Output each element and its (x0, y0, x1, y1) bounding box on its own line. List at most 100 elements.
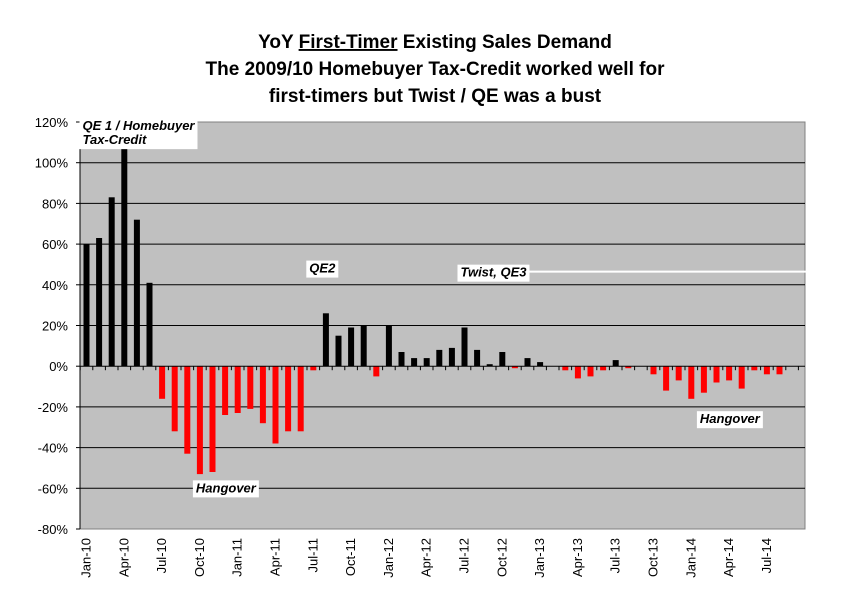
annotation-text: QE2 (309, 261, 336, 276)
bar (776, 366, 783, 375)
x-tick-label: Oct-12 (494, 538, 509, 577)
bar (83, 244, 90, 367)
bar (562, 366, 569, 371)
y-tick-label: 60% (42, 237, 68, 252)
bar (600, 366, 607, 371)
x-tick-label: Apr-12 (419, 538, 434, 577)
x-tick-label: Apr-14 (721, 538, 736, 577)
bar (688, 366, 695, 399)
bar (675, 366, 682, 381)
chart-title-line-3: first-timers but Twist / QE was a bust (269, 86, 602, 107)
bar (96, 238, 103, 367)
annotation-box (696, 411, 763, 429)
y-tick-label: 80% (42, 196, 68, 211)
bar (474, 349, 481, 367)
bar (285, 366, 292, 432)
y-tick-label: 0% (49, 359, 68, 374)
annotation-box (79, 118, 198, 150)
annotation-text: Hangover (700, 411, 761, 426)
bar (310, 366, 317, 371)
bar (663, 366, 670, 391)
bar (486, 364, 493, 367)
x-tick-label: Jul-14 (759, 538, 774, 573)
bar (247, 366, 254, 409)
bar (259, 366, 266, 424)
bar (574, 366, 581, 379)
y-tick-label: -20% (38, 400, 69, 415)
bar (461, 327, 468, 367)
bar (159, 366, 166, 399)
bar (700, 366, 707, 393)
y-tick-label: 40% (42, 278, 68, 293)
bar (411, 358, 418, 367)
x-tick-label: Jul-13 (608, 538, 623, 573)
bar (272, 366, 279, 444)
annotation-text: Twist, QE3 (461, 265, 528, 280)
bar (448, 347, 455, 367)
title-emphasis: First-Timer (299, 32, 399, 53)
x-tick-label: Jul-11 (305, 538, 320, 572)
bar (436, 349, 443, 367)
bar (499, 352, 506, 367)
bar (726, 366, 733, 381)
bar (537, 362, 544, 367)
bar (587, 366, 594, 377)
x-tick-label: Apr-13 (570, 538, 585, 577)
bar (398, 352, 405, 367)
bar (524, 358, 531, 367)
bar (373, 366, 380, 377)
x-tick-label: Oct-10 (192, 538, 207, 577)
x-tick-label: Jan-11 (230, 538, 245, 577)
title-suffix: Existing Sales Demand (398, 32, 612, 53)
bar (335, 335, 342, 367)
annotation-text: QE 1 / Homebuyer (83, 118, 196, 133)
bar (297, 366, 304, 432)
bar (184, 366, 191, 454)
bar (348, 327, 355, 367)
y-tick-label: 20% (42, 319, 68, 334)
annotation: Hangover (696, 411, 763, 429)
bar (146, 282, 153, 367)
x-tick-label: Oct-11 (343, 538, 358, 576)
bar (385, 325, 392, 367)
annotation-text: Tax-Credit (83, 132, 147, 147)
bar (133, 219, 140, 367)
bar (234, 366, 241, 413)
x-tick-label: Apr-11 (268, 538, 283, 576)
x-tick-label: Jul-12 (457, 538, 472, 573)
x-tick-label: Jan-14 (683, 538, 698, 578)
bar (171, 366, 178, 432)
x-tick-label: Jan-13 (532, 538, 547, 578)
y-tick-label: -60% (38, 481, 69, 496)
chart-title-line-1: YoY First-Timer Existing Sales Demand (258, 32, 612, 53)
annotation-box (192, 480, 259, 498)
bar (763, 366, 770, 375)
annotation-box (306, 260, 339, 278)
bar (751, 366, 758, 371)
bar (625, 366, 632, 369)
bar (121, 146, 128, 367)
x-tick-label: Apr-10 (116, 538, 131, 577)
y-tick-label: 120% (35, 115, 69, 130)
chart-title-line-2: The 2009/10 Homebuyer Tax-Credit worked … (206, 59, 666, 80)
annotation-box (457, 264, 530, 282)
bars (83, 146, 783, 475)
annotation: Twist, QE3 (457, 264, 828, 282)
x-tick-label: Jan-10 (79, 538, 94, 578)
bar (360, 325, 367, 367)
bar (322, 313, 329, 367)
y-tick-label: 100% (35, 156, 69, 171)
axes: -80% -60% -40% -20% 0% 20% 40% 60% 80% 100% 120% Ja… (35, 115, 805, 578)
annotation-text: Hangover (196, 480, 257, 495)
bar (423, 358, 430, 367)
annotation: Hangover (192, 480, 259, 498)
title-prefix: YoY (258, 32, 298, 53)
bar (108, 197, 115, 367)
bar (650, 366, 657, 375)
bar (511, 366, 518, 369)
x-tick-label: Jan-12 (381, 538, 396, 578)
bar (713, 366, 720, 383)
